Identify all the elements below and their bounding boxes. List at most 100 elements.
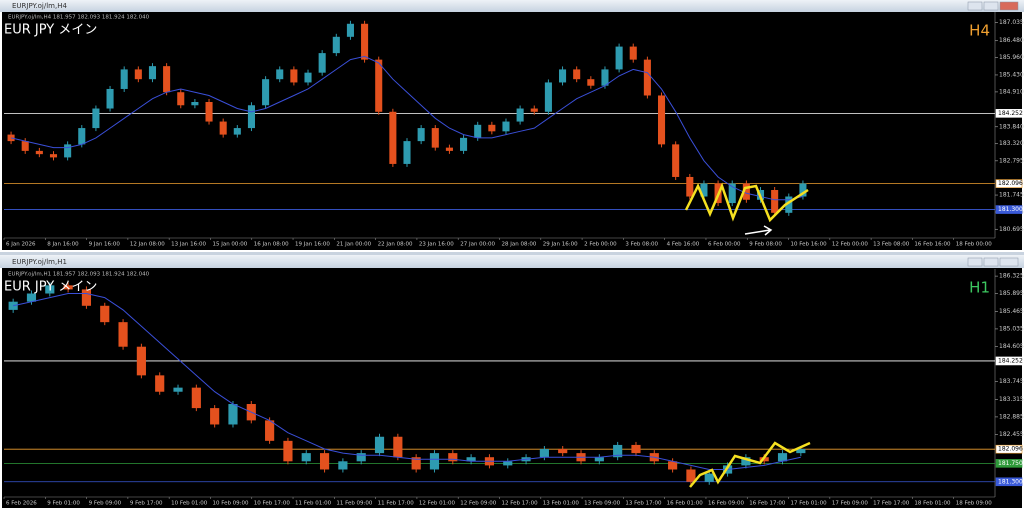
x-tick-label: 22 Jan 08:00 [378, 242, 413, 248]
y-tick-label: 182.455 [999, 431, 1024, 438]
x-tick-label: 15 Jan 00:00 [212, 242, 247, 248]
candle-body [304, 72, 312, 83]
candle-body [120, 69, 128, 89]
x-tick-label: 16 Feb 17:00 [749, 501, 786, 507]
x-tick-label: 11 Feb 09:00 [336, 501, 373, 507]
window-title: EURJPY.oj/lm,H1 [12, 258, 67, 266]
x-tick-label: 10 Feb 01:00 [171, 501, 208, 507]
candle-body [558, 449, 568, 454]
candle-body [411, 457, 421, 470]
candle-body [686, 469, 696, 482]
x-tick-label: 16 Feb 01:00 [667, 501, 704, 507]
x-tick-label: 6 Jan 2026 [6, 242, 36, 248]
candle-body [503, 461, 513, 466]
candle-body [613, 444, 623, 458]
x-tick-label: 18 Feb 09:00 [956, 501, 993, 507]
candle-body [283, 440, 293, 462]
candle-body [173, 387, 183, 392]
candle-body [474, 124, 482, 138]
candle-body [741, 457, 751, 466]
x-tick-label: 13 Feb 08:00 [873, 242, 910, 248]
candle-body [148, 66, 157, 80]
level-label: 181.300 [998, 478, 1023, 485]
candle-body [615, 46, 623, 70]
x-tick-label: 4 Feb 16:00 [667, 242, 700, 248]
candle-body [785, 196, 793, 213]
candle-body [431, 128, 439, 148]
drawn-zigzag [689, 441, 811, 488]
chart-label: EUR JPY メイン [4, 23, 97, 38]
title-bar [0, 0, 1024, 12]
candle-body [429, 453, 440, 470]
x-tick-label: 28 Jan 08:00 [502, 242, 537, 248]
candle-body [544, 82, 552, 112]
x-tick-label: 9 Feb 01:00 [47, 501, 80, 507]
level-label-box [995, 477, 1023, 487]
y-tick-label: 180.695 [999, 226, 1024, 233]
candle-body [332, 36, 340, 54]
x-tick-label: 29 Jan 16:00 [543, 242, 578, 248]
candle-body [262, 79, 270, 106]
x-tick-label: 21 Jan 00:00 [336, 242, 371, 248]
x-tick-label: 12 Feb 09:00 [460, 501, 497, 507]
candle-body [573, 69, 581, 80]
level-label: 181.300 [998, 206, 1023, 213]
candle-body [445, 147, 453, 151]
candle-body [318, 53, 326, 73]
level-label-box [995, 205, 1023, 214]
candle-body [136, 346, 146, 376]
candle-body [177, 92, 185, 106]
x-tick-label: 9 Feb 17:00 [130, 501, 163, 507]
y-tick-label: 185.465 [999, 308, 1024, 315]
candle-body [502, 121, 510, 132]
candle-body [374, 436, 385, 454]
level-label-box [995, 109, 1023, 118]
level-label-box [995, 179, 1023, 188]
candle-body [106, 88, 114, 109]
candle-body [81, 289, 92, 306]
y-tick-label: 183.840 [999, 123, 1024, 130]
candle-body [356, 453, 366, 462]
level-label: 184.252 [998, 357, 1023, 364]
x-tick-label: 17 Feb 17:00 [873, 501, 910, 507]
candle-body [163, 66, 171, 93]
candle-body [7, 134, 15, 142]
candle-body [488, 124, 496, 132]
x-tick-label: 2 Feb 00:00 [584, 242, 617, 248]
level-label-box [995, 356, 1023, 366]
candle-body [587, 79, 595, 86]
x-tick-label: 27 Jan 00:00 [460, 242, 495, 248]
x-tick-label: 12 Feb 17:00 [502, 501, 539, 507]
level-label: 182.096 [998, 180, 1023, 187]
candle-body [26, 293, 37, 302]
candle-body [700, 183, 708, 197]
y-tick-label: 183.315 [999, 396, 1024, 403]
x-tick-label: 13 Jan 16:00 [171, 242, 206, 248]
candle-body [205, 102, 213, 122]
y-tick-label: 185.895 [999, 290, 1024, 297]
candle-body [594, 457, 604, 462]
y-tick-label: 183.745 [999, 378, 1024, 385]
x-tick-label: 16 Jan 08:00 [254, 242, 289, 248]
candle-body [8, 301, 18, 310]
candle-body [389, 111, 397, 164]
candle-body [346, 23, 354, 37]
drawn-zigzag [684, 182, 809, 223]
header-quote: EURJPY.oj/lm,H1 181.957 182.093 181.924 … [8, 272, 150, 278]
level-label: 181.750 [998, 460, 1023, 467]
x-tick-label: 11 Feb 17:00 [378, 501, 415, 507]
candle-body [728, 183, 736, 204]
candle-body [771, 190, 779, 213]
candle-body [191, 102, 199, 106]
candle-body [643, 59, 651, 96]
candle-body [134, 69, 142, 80]
x-tick-label: 16 Feb 16:00 [914, 242, 951, 248]
level-label-box [995, 459, 1023, 468]
x-tick-label: 9 Feb 09:00 [89, 501, 122, 507]
window-buttons[interactable] [967, 257, 1019, 267]
window-buttons[interactable] [967, 1, 1019, 11]
y-tick-label: 186.325 [999, 273, 1024, 280]
x-tick-label: 3 Feb 08:00 [625, 242, 658, 248]
